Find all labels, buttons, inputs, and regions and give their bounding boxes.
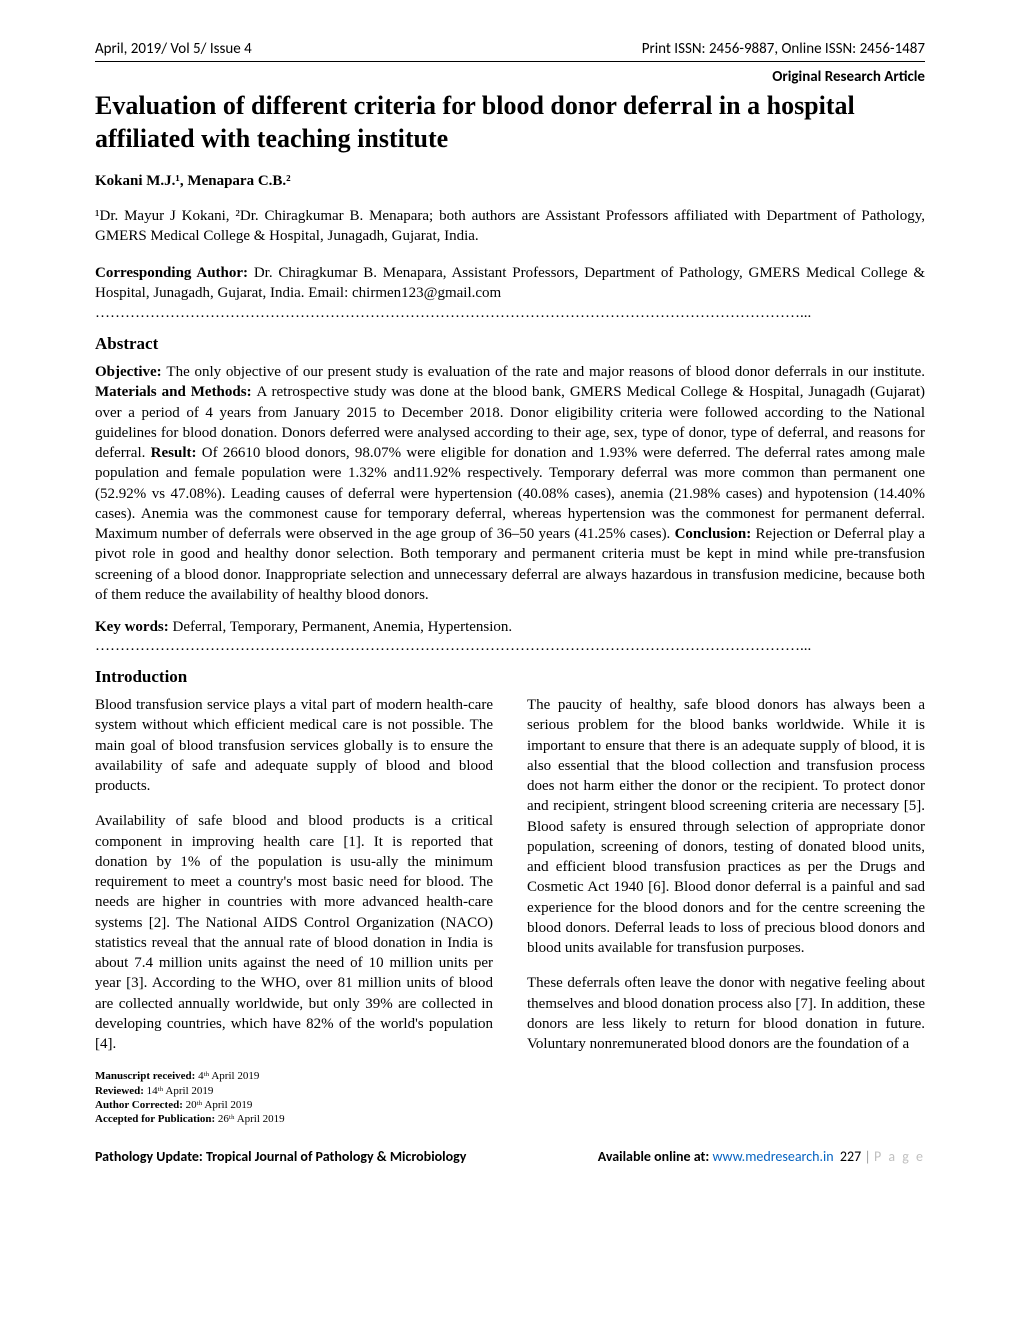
issn-info: Print ISSN: 2456-9887, Online ISSN: 2456… (642, 40, 925, 58)
keywords-label: Key words: (95, 619, 173, 635)
separator-dots: …………………………………………………………………………………………………………… (95, 638, 925, 655)
abstract-methods-label: Materials and Methods: (95, 384, 257, 400)
footer-right: Available online at: www.medresearch.in … (598, 1148, 925, 1165)
separator-dots: …………………………………………………………………………………………………………… (95, 305, 925, 322)
issue-info: April, 2019/ Vol 5/ Issue 4 (95, 40, 252, 58)
article-title: Evaluation of different criteria for blo… (95, 90, 925, 155)
manuscript-corrected: 20ᵗʰ April 2019 (186, 1099, 253, 1111)
journal-name: Pathology Update: Tropical Journal of Pa… (95, 1148, 466, 1165)
manuscript-received-label: Manuscript received: (95, 1070, 198, 1082)
intro-paragraph: The paucity of healthy, safe blood donor… (527, 695, 925, 958)
abstract-conclusion-label: Conclusion: (675, 526, 756, 542)
abstract-objective: The only objective of our present study … (166, 364, 925, 380)
page-label: P a g e (874, 1148, 925, 1165)
page-number: 227 (840, 1148, 861, 1165)
manuscript-reviewed: 14ᵗʰ April 2019 (147, 1085, 214, 1097)
intro-paragraph: These deferrals often leave the donor wi… (527, 973, 925, 1054)
abstract-heading: Abstract (95, 334, 925, 354)
abstract-objective-label: Objective: (95, 364, 166, 380)
running-header: April, 2019/ Vol 5/ Issue 4 Print ISSN: … (95, 40, 925, 62)
manuscript-corrected-label: Author Corrected: (95, 1099, 186, 1111)
manuscript-received: 4ᵗʰ April 2019 (198, 1070, 259, 1082)
affiliations: ¹Dr. Mayur J Kokani, ²Dr. Chiragkumar B.… (95, 206, 925, 247)
right-column: The paucity of healthy, safe blood donor… (527, 695, 925, 1126)
intro-paragraph: Blood transfusion service plays a vital … (95, 695, 493, 796)
corresponding-author: Corresponding Author: Dr. Chiragkumar B.… (95, 263, 925, 304)
journal-url[interactable]: www.medresearch.in (712, 1148, 833, 1165)
manuscript-accepted: 26ᵗʰ April 2019 (218, 1113, 285, 1125)
article-type: Original Research Article (95, 68, 925, 86)
introduction-columns: Blood transfusion service plays a vital … (95, 695, 925, 1126)
introduction-heading: Introduction (95, 667, 925, 687)
keywords: Key words: Deferral, Temporary, Permanen… (95, 619, 925, 636)
manuscript-dates: Manuscript received: 4ᵗʰ April 2019 Revi… (95, 1069, 493, 1126)
corresponding-label: Corresponding Author: (95, 265, 254, 281)
keywords-text: Deferral, Temporary, Permanent, Anemia, … (173, 619, 513, 635)
intro-paragraph: Availability of safe blood and blood pro… (95, 811, 493, 1054)
page-footer: Pathology Update: Tropical Journal of Pa… (95, 1148, 925, 1165)
abstract-body: Objective: The only objective of our pre… (95, 362, 925, 605)
left-column: Blood transfusion service plays a vital … (95, 695, 493, 1126)
page-number-block: 227 | P a g e (837, 1148, 925, 1165)
abstract-result-label: Result: (151, 445, 202, 461)
manuscript-accepted-label: Accepted for Publication: (95, 1113, 218, 1125)
authors-line: Kokani M.J.¹, Menapara C.B.² (95, 173, 925, 190)
page-separator: | (861, 1148, 874, 1165)
available-label: Available online at: (598, 1148, 713, 1165)
manuscript-reviewed-label: Reviewed: (95, 1085, 147, 1097)
